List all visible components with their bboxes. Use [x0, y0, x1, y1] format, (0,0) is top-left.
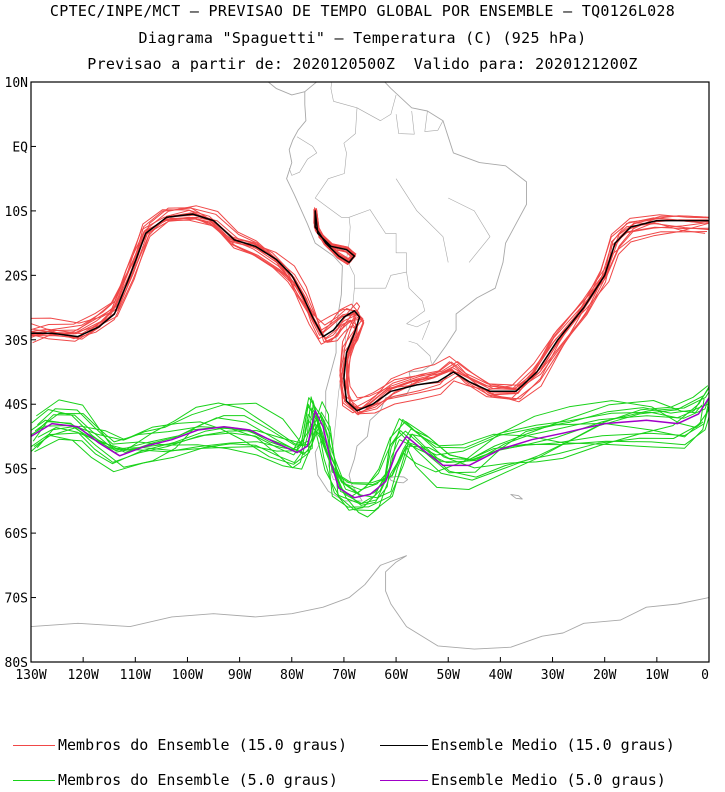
- lon-tick-label: 110W: [120, 668, 151, 683]
- ensemble-member-15c: [31, 216, 706, 409]
- lon-tick-label: 50W: [436, 668, 460, 683]
- central-america-coastline: [267, 82, 305, 96]
- lon-tick-label: 40W: [489, 668, 513, 683]
- ensemble-mean-15c-lobe: [314, 210, 356, 264]
- chart-title-line-2: Diagrama "Spaguetti" – Temperatura (C) (…: [138, 29, 587, 47]
- ensemble-member-15c: [31, 215, 707, 414]
- lon-tick-label: 20W: [593, 668, 617, 683]
- lat-tick-label: 50S: [5, 463, 28, 478]
- country-border: [356, 94, 397, 121]
- ensemble-member-15c: [31, 216, 708, 410]
- lon-tick-label: 70W: [332, 668, 356, 683]
- ensemble-member-15c: [31, 207, 708, 410]
- lat-tick-label: 10S: [5, 205, 28, 220]
- ensemble-member-15c: [34, 212, 706, 410]
- plot-frame: [30, 81, 710, 663]
- lon-tick-label: 0: [701, 668, 709, 683]
- lat-tick-label: 60S: [5, 527, 28, 542]
- ensemble-member-5c: [34, 404, 709, 494]
- lat-tick-label: 80S: [5, 656, 28, 671]
- lat-tick-label: 20S: [5, 269, 28, 284]
- ensemble-member-5c: [31, 402, 709, 497]
- legend-swatch-mean-5: [380, 780, 428, 781]
- country-border: [406, 320, 431, 340]
- lat-tick-label: EQ: [12, 140, 28, 155]
- ensemble-member-15c: [31, 207, 709, 402]
- country-border: [385, 271, 426, 324]
- lon-tick-label: 100W: [172, 668, 203, 683]
- legend-label-members-15: Membros do Ensemble (15.0 graus): [58, 736, 347, 754]
- falklands-coastline: [389, 475, 409, 484]
- land-outline-layer: [31, 82, 709, 650]
- lat-tick-label: 70S: [5, 592, 28, 607]
- ensemble-member-5c: [34, 386, 709, 490]
- country-border: [395, 110, 415, 135]
- ensemble-member-5c: [31, 395, 709, 505]
- legend-label-mean-15: Ensemble Medio (15.0 graus): [431, 736, 675, 754]
- ensemble-member-5c: [31, 400, 703, 518]
- south-georgia-coastline: [510, 493, 523, 500]
- lon-tick-label: 30W: [541, 668, 565, 683]
- ensemble-member-5c: [37, 396, 709, 512]
- lon-tick-label: 60W: [384, 668, 408, 683]
- ensemble-mean-5c: [31, 397, 709, 499]
- country-border: [346, 259, 386, 289]
- country-border: [424, 110, 444, 132]
- lon-tick-label: 80W: [280, 668, 304, 683]
- lat-tick-label: 10N: [5, 76, 28, 91]
- legend-swatch-mean-15: [380, 745, 428, 746]
- lat-tick-label: 30S: [5, 334, 28, 349]
- antarctica-coastline: [31, 555, 709, 650]
- lon-tick-label: 90W: [228, 668, 252, 683]
- lat-tick-label: 40S: [5, 398, 28, 413]
- chart-title-line-3: Previsao a partir de: 2020120500Z Valido…: [87, 55, 638, 73]
- ensemble-member-5c: [36, 403, 709, 508]
- legend-label-members-5: Membros do Ensemble (5.0 graus): [58, 771, 338, 789]
- chart-title-line-1: CPTEC/INPE/MCT – PREVISAO DE TEMPO GLOBA…: [49, 2, 676, 20]
- ensemble-mean-15c: [31, 213, 709, 412]
- ensemble-member-15c: [33, 205, 709, 414]
- lon-tick-label: 120W: [67, 668, 98, 683]
- south-america-coastline: [286, 82, 527, 502]
- ensemble-member-15c: [31, 217, 706, 415]
- contour-layer: [31, 205, 709, 518]
- country-border: [314, 82, 358, 260]
- legend-swatch-members-15: [13, 745, 55, 746]
- ensemble-member-15c: [31, 214, 708, 399]
- legend-swatch-members-5: [13, 780, 55, 781]
- country-border: [408, 340, 432, 364]
- country-border: [348, 209, 407, 273]
- country-border: [288, 136, 318, 176]
- ensemble-member-15c: [31, 209, 709, 416]
- country-border: [395, 178, 449, 263]
- lon-tick-label: 130W: [15, 668, 46, 683]
- legend-label-mean-5: Ensemble Medio (5.0 graus): [431, 771, 666, 789]
- lon-tick-label: 10W: [645, 668, 669, 683]
- country-border: [448, 197, 491, 263]
